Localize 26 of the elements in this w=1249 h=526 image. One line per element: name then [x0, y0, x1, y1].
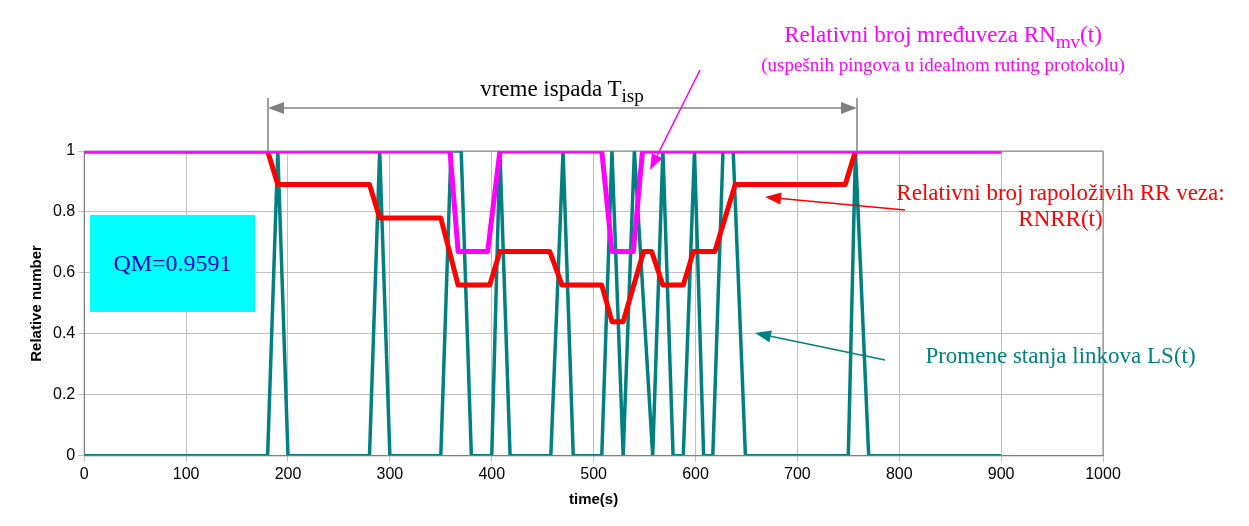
x-tick-label: 100 — [172, 464, 200, 482]
x-tick-label: 400 — [478, 464, 506, 482]
text: (uspešnih pingova u idealnom ruting protokolu) — [760, 54, 1126, 76]
x-tick-label: 1000 — [1085, 464, 1121, 482]
y-tick-label: 0.4 — [52, 324, 76, 342]
y-tick-label: 1 — [66, 141, 76, 159]
y-tick-label: 0.6 — [52, 263, 76, 281]
text: Relativni broj mređuveza RN$_{mv}$(t) — [783, 22, 1103, 53]
x-tick-label: 700 — [784, 464, 811, 482]
y-axis-title: Relative number — [27, 244, 45, 362]
x-tick-label: 300 — [376, 464, 404, 482]
y-tick-label: 0.8 — [52, 202, 76, 220]
x-axis-title: time(s) — [569, 490, 619, 508]
y-tick-label: 0.2 — [52, 385, 76, 403]
x-tick-label: 0 — [79, 464, 89, 482]
text: vreme ispada T$_{isp}$ — [479, 76, 645, 107]
note-box: QM=0.9591 — [90, 215, 255, 312]
x-tick-label: 500 — [580, 464, 608, 482]
x-tick-label: 900 — [987, 464, 1015, 482]
series-label: Relativni broj rapoloživih RR veza: RNRR(t) — [895, 180, 1226, 232]
x-tick-label: 800 — [885, 464, 913, 482]
legend-label: Promene stanja linkova LS(t) — [924, 343, 1197, 369]
annotation: QM=0.9591 — [113, 250, 232, 277]
y-tick-label: 0 — [66, 446, 76, 464]
x-tick-label: 200 — [274, 464, 302, 482]
x-tick-label: 600 — [682, 464, 709, 482]
